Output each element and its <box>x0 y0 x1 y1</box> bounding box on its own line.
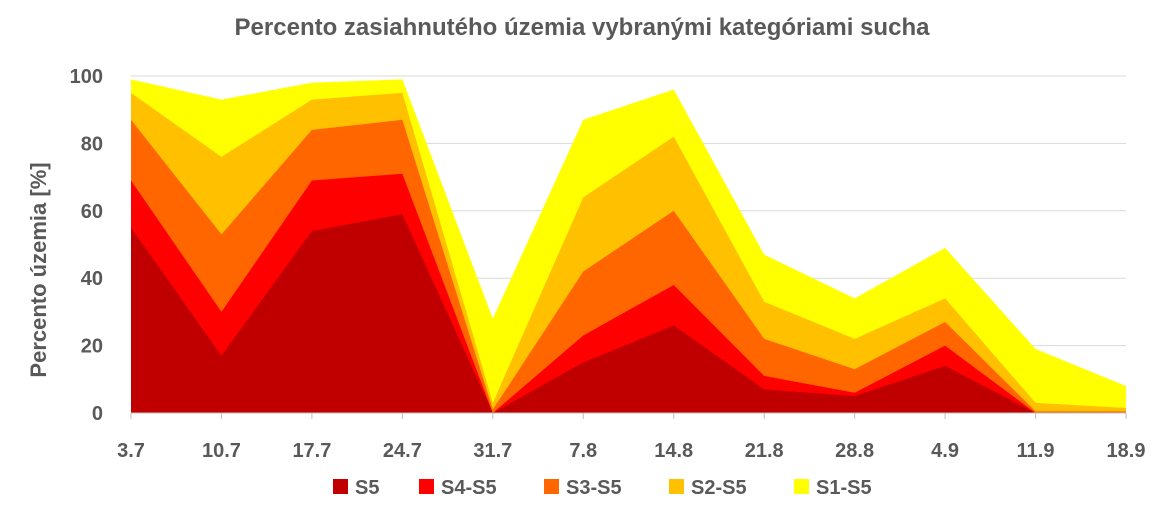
x-tick-label: 7.8 <box>569 440 597 462</box>
legend-item: S4-S5 <box>419 477 497 499</box>
legend-item: S3-S5 <box>544 477 622 499</box>
x-tick-label: 4.9 <box>931 440 959 462</box>
legend-label: S3-S5 <box>566 477 622 499</box>
y-tick-label: 0 <box>92 403 103 425</box>
chart-title: Percento zasiahnutého územia vybranými k… <box>234 14 930 41</box>
x-tick-label: 18.9 <box>1107 440 1146 462</box>
x-tick-label: 21.8 <box>745 440 784 462</box>
x-tick-label: 17.7 <box>292 440 331 462</box>
legend-swatch <box>669 479 684 494</box>
legend-label: S2-S5 <box>691 477 747 499</box>
area-series-s5 <box>131 214 1126 413</box>
legend-item: S1-S5 <box>794 477 872 499</box>
legend: S5 S4-S5 S3-S5 S2-S5 S1-S5 <box>333 477 872 499</box>
legend-swatch <box>544 479 559 494</box>
axes: 0 20 40 60 80 100 3.7 10.7 17.7 24.7 31.7 7.8 14.8 21… <box>70 66 1146 462</box>
y-tick-label: 100 <box>70 66 103 88</box>
y-tick-label: 20 <box>81 336 103 358</box>
legend-swatch <box>419 479 434 494</box>
y-tick-label: 60 <box>81 201 103 223</box>
x-tick-label: 14.8 <box>654 440 693 462</box>
x-tick-label: 11.9 <box>1017 440 1055 462</box>
legend-label: S4-S5 <box>441 477 497 499</box>
x-tick-label: 31.7 <box>473 440 512 462</box>
x-tick-label: 24.7 <box>383 440 422 462</box>
x-tick-label: 10.7 <box>202 440 241 462</box>
legend-label: S1-S5 <box>816 477 872 499</box>
x-tick-label: 3.7 <box>117 440 145 462</box>
legend-label: S5 <box>355 477 379 499</box>
legend-swatch <box>333 479 348 494</box>
y-tick-label: 80 <box>81 133 103 155</box>
y-tick-label: 40 <box>81 268 103 290</box>
legend-item: S2-S5 <box>669 477 747 499</box>
legend-item: S5 <box>333 477 379 499</box>
y-axis-label: Percento územia [%] <box>26 162 51 377</box>
area-series-group <box>131 79 1126 414</box>
legend-swatch <box>794 479 809 494</box>
x-tick-label: 28.8 <box>835 440 874 462</box>
